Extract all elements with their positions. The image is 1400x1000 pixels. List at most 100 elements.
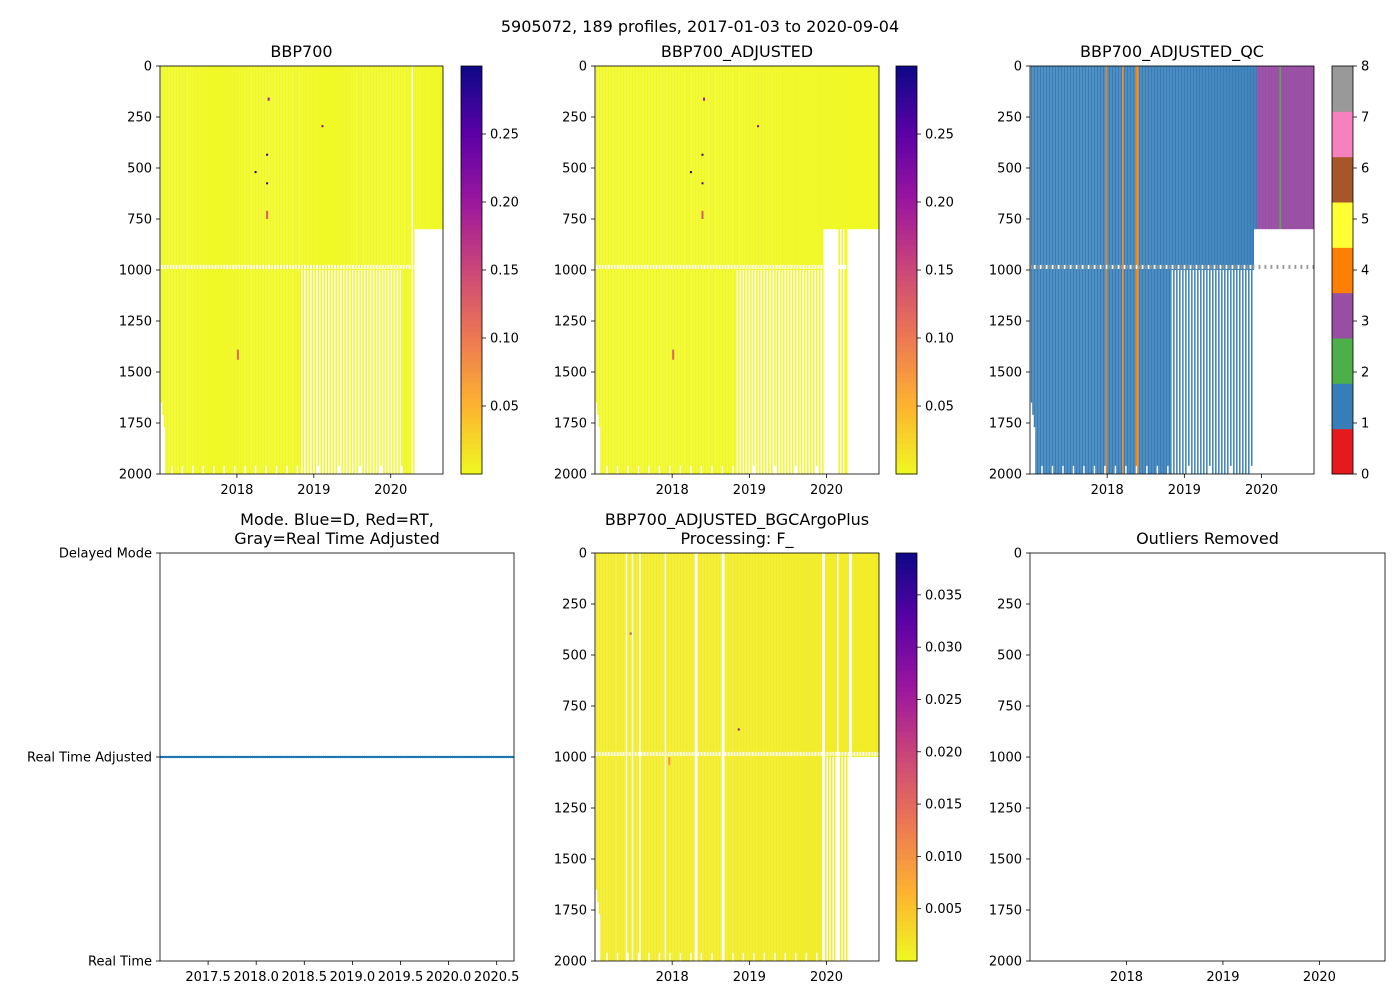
mode-point (318, 755, 321, 759)
y-tick-label: Delayed Mode (59, 547, 152, 562)
colorbar-tick-label: 0.10 (490, 332, 519, 347)
profile-column (336, 66, 339, 270)
profile-column (1107, 66, 1109, 474)
gap-band-segment (193, 264, 196, 269)
profile-column (685, 66, 688, 474)
gap-band-segment (268, 264, 271, 269)
colorbar-swatch (896, 915, 917, 921)
gap-band-segment (748, 264, 751, 269)
mode-point (309, 755, 312, 759)
gap-band-segment (694, 264, 697, 269)
profile-column (1281, 66, 1283, 230)
gap-band-segment (856, 751, 859, 756)
profile-column (325, 66, 327, 270)
mode-point (213, 755, 217, 759)
profile-column (287, 66, 290, 474)
gap-band-segment (784, 264, 787, 269)
mode-point (290, 755, 293, 759)
y-tick-label: 1250 (554, 802, 587, 817)
profile-column (213, 66, 215, 466)
profile-column (1162, 66, 1165, 474)
profile-column (595, 553, 598, 890)
gap-band-segment (808, 264, 811, 269)
profile-column (640, 553, 643, 961)
profile-column (184, 66, 187, 474)
mode-point (210, 755, 213, 759)
gap-band-segment (730, 264, 733, 269)
mode-point (354, 755, 357, 759)
profile-column (796, 553, 799, 961)
gap-band-segment (360, 264, 363, 269)
colorbar-tick-label: 0.25 (925, 128, 954, 143)
mode-point (432, 755, 435, 759)
mode-point (385, 755, 389, 759)
profile-column (347, 66, 349, 474)
mode-point (238, 755, 241, 759)
y-tick-label: 500 (562, 162, 587, 177)
colorbar-swatch (461, 468, 482, 475)
gap-band-segment (718, 264, 721, 269)
profile-column (380, 66, 382, 466)
gap-band-segment (1261, 264, 1264, 269)
profile-column (802, 66, 805, 270)
profile-column (829, 66, 832, 230)
gap-band-segment (241, 264, 244, 269)
colorbar-swatch (896, 66, 917, 72)
x-tick-label: 2019 (1168, 483, 1201, 498)
plot-area (1030, 66, 1314, 474)
colorbar-swatch (461, 453, 482, 460)
colorbar-swatch (896, 619, 917, 625)
profile-column (284, 66, 287, 474)
profile-column (840, 553, 842, 961)
mode-point (314, 755, 318, 759)
colorbar-swatch (896, 356, 917, 363)
colorbar-tick-label: 0.015 (925, 798, 962, 813)
profile-column (1279, 66, 1282, 230)
profile-column (1056, 66, 1058, 474)
gap-band-segment (208, 264, 211, 269)
gap-band-segment (1246, 264, 1249, 269)
colorbar-swatch (896, 808, 917, 814)
profile-column (669, 66, 671, 466)
gap-band-segment (832, 751, 835, 756)
gap-band-segment (217, 264, 220, 269)
profile-column (651, 553, 653, 961)
colorbar-swatch (896, 458, 917, 465)
profile-column (634, 66, 637, 474)
profile-column (790, 553, 793, 961)
profile-column (783, 553, 785, 961)
profile-column (1153, 66, 1156, 474)
profile-column (835, 66, 838, 230)
profile-column (643, 66, 646, 474)
colorbar-swatch (896, 802, 917, 809)
subplot-title: Processing: F_ (680, 529, 794, 549)
mode-point (475, 755, 478, 759)
x-tick-label: 2020 (374, 483, 407, 498)
x-tick-label: 2019 (733, 970, 766, 985)
gap-band-segment (634, 751, 637, 756)
plot-area (160, 755, 514, 759)
colorbar-swatch (461, 275, 482, 281)
gap-band-segment (796, 264, 799, 269)
gap-band-segment (697, 751, 700, 756)
profile-column (661, 553, 664, 961)
profile-column (877, 553, 879, 757)
mode-point (426, 755, 430, 759)
mode-point (503, 755, 506, 759)
gap-band-segment (784, 751, 787, 756)
profile-column (1243, 66, 1246, 270)
profile-column (1188, 66, 1190, 466)
profile-column (390, 66, 393, 270)
colorbar-swatch (896, 412, 917, 419)
y-tick-label: 1250 (989, 315, 1022, 330)
mode-point (430, 755, 434, 759)
gap-band-segment (856, 264, 859, 269)
profile-column (657, 66, 659, 474)
profile-column (1306, 66, 1308, 230)
profile-column (253, 66, 255, 474)
profile-column (871, 553, 873, 757)
profile-column (744, 553, 746, 961)
profile-column (1089, 66, 1091, 474)
profile-column (1086, 66, 1088, 474)
profile-column (697, 553, 700, 961)
